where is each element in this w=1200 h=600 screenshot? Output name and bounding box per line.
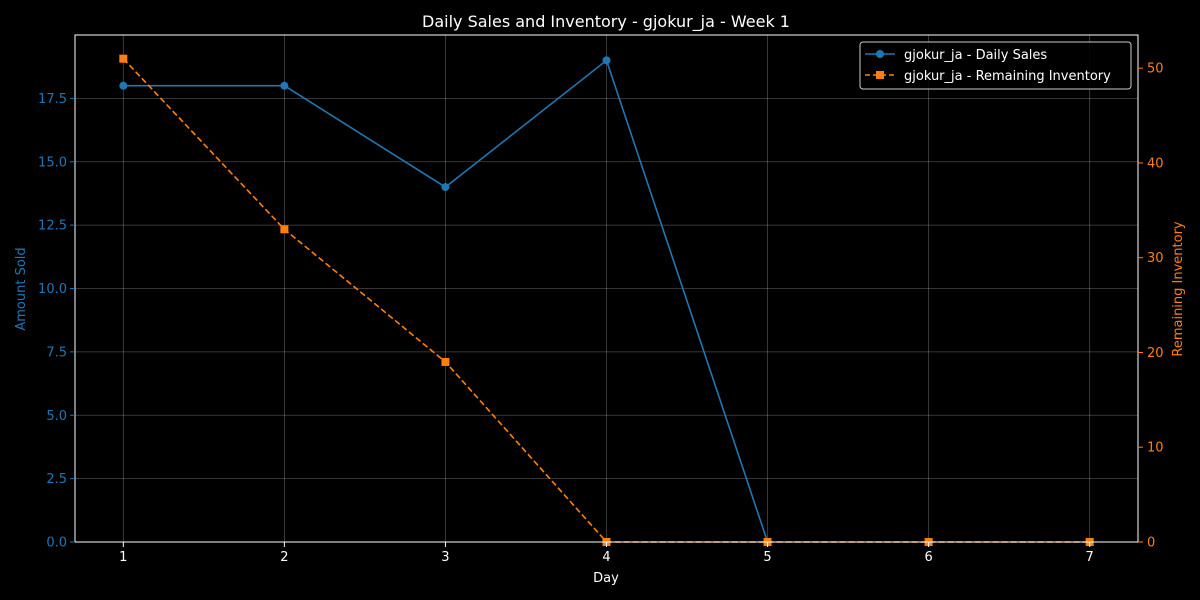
legend-sales-label: gjokur_ja - Daily Sales [904,48,1047,63]
legend-box [859,41,1132,90]
grid [75,35,1138,543]
y-right-tick-label: 30 [1147,251,1164,266]
series-0-point [280,81,289,90]
x-tick-label: 6 [924,550,932,565]
y-axis-left-label: Amount Sold [14,247,29,330]
y-right-tick-label: 20 [1147,346,1164,361]
legend-inventory-label: gjokur_ja - Remaining Inventory [904,69,1111,84]
y-right-tick-label: 50 [1147,62,1164,77]
x-axis: 1 2 3 4 5 6 7 [119,542,1094,565]
y-left-tick-label: 15.0 [38,155,67,170]
y-right-tick-label: 0 [1147,536,1155,551]
y-axis-left: 0.0 2.5 5.0 7.5 10.0 12.5 15.0 17.5 [38,92,75,551]
x-axis-label: Day [593,571,619,586]
y-left-tick-label: 17.5 [38,92,67,107]
series-0-point [602,56,611,65]
y-left-tick-label: 0.0 [46,536,67,551]
x-tick-label: 2 [280,550,288,565]
y-right-tick-label: 40 [1147,156,1164,171]
x-tick-label: 7 [1086,550,1094,565]
x-tick-label: 3 [441,550,449,565]
y-left-tick-label: 5.0 [46,409,67,424]
y-left-tick-label: 10.0 [38,282,67,297]
legend-sales-marker [876,50,884,58]
y-left-tick-label: 7.5 [46,345,67,360]
y-left-tick-label: 12.5 [38,219,67,234]
x-tick-label: 1 [119,550,127,565]
legend: gjokur_ja - Daily Sales gjokur_ja - Rema… [859,41,1132,90]
chart-title: Daily Sales and Inventory - gjokur_ja - … [422,12,790,32]
legend-inventory-marker [876,71,884,79]
y-axis-right: 0 10 20 30 40 50 [1138,62,1164,551]
x-tick-label: 4 [602,550,610,565]
series-1-point [280,225,289,234]
series-0-point [441,183,450,192]
series-1-point [119,54,128,63]
series-0-point [119,81,128,90]
y-axis-right-label: Remaining Inventory [1171,221,1186,357]
y-left-tick-label: 2.5 [46,472,67,487]
x-tick-label: 5 [763,550,771,565]
series-1-point [441,357,450,366]
y-right-tick-label: 10 [1147,441,1164,456]
